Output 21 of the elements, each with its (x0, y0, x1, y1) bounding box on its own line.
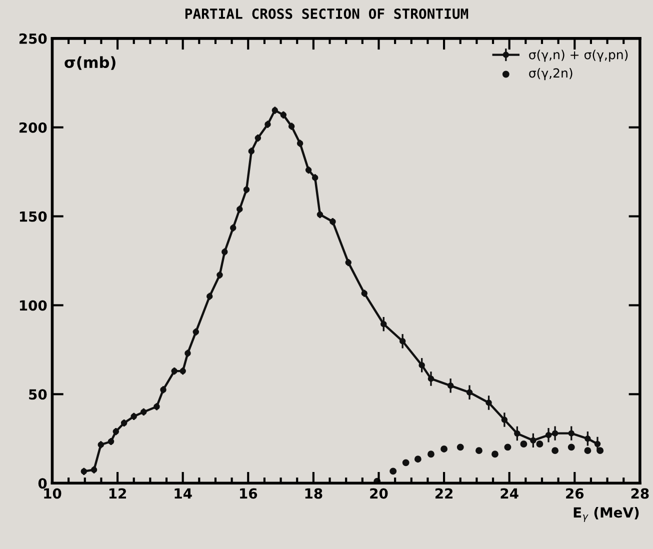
legend-label: σ(γ,n) + σ(γ,pn) (529, 50, 628, 62)
x-tick-label: 26 (566, 488, 584, 499)
y-axis-title: σ(mb) (64, 56, 116, 70)
y-tick-label: 100 (20, 300, 47, 311)
legend-label: σ(γ,2n) (529, 68, 572, 80)
y-tick-label: 200 (19, 122, 47, 133)
x-tick-label: 14 (174, 488, 192, 499)
x-tick-label: 24 (500, 488, 518, 499)
x-tick-label: 20 (370, 488, 388, 499)
x-tick-label: 28 (631, 488, 649, 499)
x-tick-label: 22 (435, 488, 452, 499)
y-tick-label: 250 (19, 33, 47, 44)
y-tick-label: 50 (29, 389, 47, 400)
x-tick-label: 16 (240, 488, 258, 499)
x-axis-title: E$_{γ}$ (MeV) (574, 506, 639, 522)
y-tick-label: 150 (20, 211, 47, 222)
x-tick-label: 10 (44, 488, 62, 499)
chart-title: PARTIAL CROSS SECTION OF STRONTIUM (185, 8, 468, 19)
x-tick-label: 18 (305, 488, 322, 499)
x-tick-label: 12 (109, 488, 126, 499)
y-tick-label: 0 (38, 478, 47, 489)
